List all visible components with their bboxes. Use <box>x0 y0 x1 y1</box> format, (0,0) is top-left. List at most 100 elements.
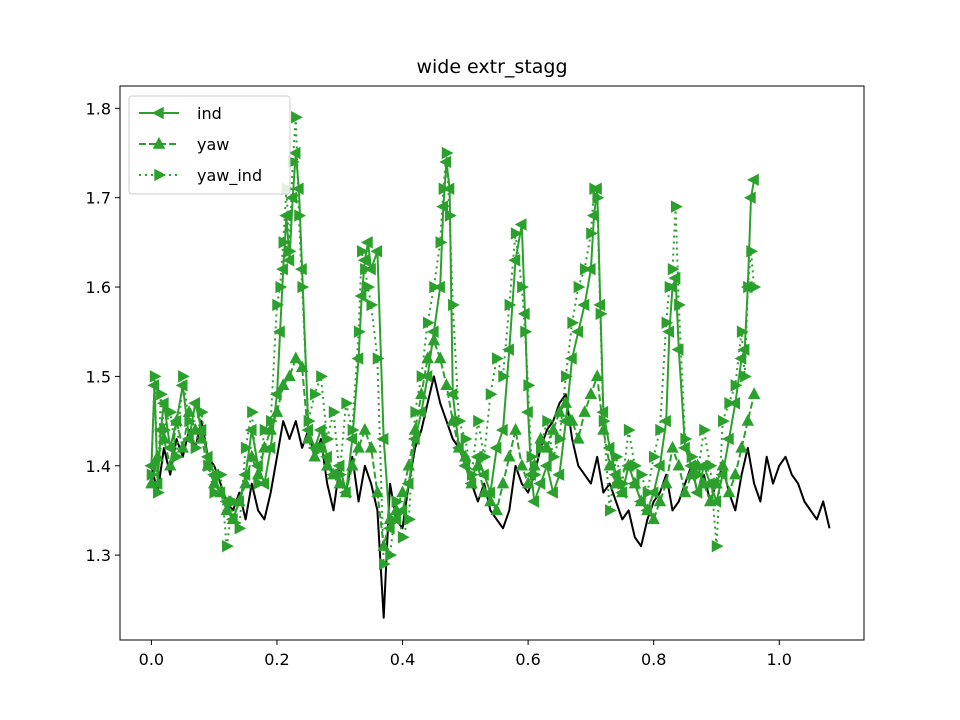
data-point-ind <box>508 254 521 267</box>
data-point-yaw_ind <box>196 405 209 419</box>
data-point-yaw <box>678 485 692 498</box>
data-point-yaw <box>729 467 742 480</box>
data-point-yaw_ind <box>435 236 448 249</box>
plot-area <box>144 111 831 619</box>
data-point-yaw_ind <box>749 280 762 294</box>
data-point-yaw_ind <box>275 280 288 294</box>
data-point-yaw <box>408 422 422 435</box>
data-point-yaw <box>383 512 397 525</box>
data-point-ind <box>577 298 590 312</box>
data-point-yaw_ind <box>165 405 178 419</box>
data-point-yaw_ind <box>504 298 517 312</box>
data-point-yaw_ind <box>705 459 718 472</box>
data-point-yaw <box>546 422 560 435</box>
data-point-yaw <box>402 458 416 471</box>
data-point-ind <box>662 325 675 338</box>
data-point-yaw_ind <box>498 370 511 383</box>
data-point-yaw <box>647 512 660 525</box>
data-point-yaw_ind <box>686 450 699 464</box>
y-axis: 1.3 1.4 1.5 1.6 1.7 1.8 <box>86 99 120 565</box>
data-point-yaw_ind <box>149 370 162 383</box>
data-point-ind <box>552 468 565 481</box>
legend-marker <box>152 136 166 149</box>
data-point-yaw_ind <box>623 423 636 437</box>
data-point-ind <box>652 459 665 472</box>
data-point-yaw_ind <box>278 236 291 249</box>
data-point-yaw_ind <box>385 548 398 562</box>
data-point-ind <box>668 271 681 285</box>
data-point-ind <box>671 343 684 356</box>
data-point-yaw_ind <box>535 441 548 455</box>
data-point-yaw_ind <box>730 379 743 392</box>
data-point-yaw <box>358 422 372 435</box>
data-point-yaw <box>295 360 309 373</box>
data-point-yaw <box>182 405 196 417</box>
data-point-yaw_ind <box>416 370 429 383</box>
data-point-yaw <box>471 458 485 471</box>
data-point-yaw_ind <box>391 495 404 508</box>
data-point-yaw_ind <box>542 414 555 428</box>
data-point-yaw <box>710 476 723 489</box>
data-point-yaw <box>377 539 390 551</box>
data-point-yaw_ind <box>670 200 683 213</box>
data-point-yaw_ind <box>561 370 573 383</box>
x-tick-label: 0.4 <box>390 650 415 669</box>
data-point-ind <box>602 441 615 455</box>
data-point-yaw <box>697 476 711 489</box>
data-point-yaw_ind <box>636 468 649 481</box>
data-point-ind <box>395 504 408 517</box>
data-point-yaw <box>302 431 315 444</box>
data-point-yaw <box>364 440 378 453</box>
legend: ind yaw yaw_ind <box>128 95 291 195</box>
data-point-yaw_ind <box>309 388 322 401</box>
data-point-yaw_ind <box>363 280 376 294</box>
data-point-yaw <box>616 485 629 498</box>
data-point-yaw_ind <box>353 325 366 338</box>
data-point-yaw_ind <box>422 316 435 330</box>
data-point-yaw <box>747 387 761 399</box>
data-point-yaw_ind <box>473 414 485 428</box>
data-point-yaw_ind <box>598 414 611 428</box>
legend-box <box>128 95 291 195</box>
data-point-ind <box>533 477 546 490</box>
data-point-ind <box>181 432 194 446</box>
data-point-ind <box>571 325 584 338</box>
data-point-yaw <box>440 378 453 391</box>
data-point-yaw <box>603 458 616 471</box>
data-point-yaw_ind <box>294 209 307 222</box>
data-point-ind <box>276 262 288 276</box>
data-point-yaw <box>672 458 686 471</box>
data-point-yaw_ind <box>567 316 580 330</box>
data-point-ind <box>690 486 703 499</box>
data-point-yaw <box>653 494 667 507</box>
data-point-yaw_ind <box>680 432 693 446</box>
data-point-yaw_ind <box>156 388 168 401</box>
data-point-ind <box>288 146 301 160</box>
data-point-yaw_ind <box>341 396 354 410</box>
data-point-yaw <box>170 414 183 426</box>
data-point-yaw <box>421 351 434 364</box>
data-point-yaw <box>339 485 353 498</box>
data-point-yaw <box>477 485 491 498</box>
data-point-yaw_ind <box>724 396 737 410</box>
data-point-yaw_ind <box>247 405 259 419</box>
data-point-yaw <box>396 485 409 498</box>
data-point-yaw <box>641 503 654 516</box>
y-tick-label: 1.4 <box>86 457 111 476</box>
data-point-yaw <box>572 431 585 444</box>
data-point-yaw_ind <box>297 280 310 294</box>
data-point-ind <box>345 432 358 446</box>
data-point-ind <box>144 459 157 472</box>
data-point-yaw_ind <box>523 379 536 392</box>
data-point-yaw <box>239 476 252 489</box>
data-point-ind <box>320 450 332 464</box>
data-point-yaw <box>346 458 359 471</box>
data-point-yaw_ind <box>573 280 586 294</box>
data-point-yaw <box>521 476 535 489</box>
data-point-ind <box>436 200 449 213</box>
data-point-yaw_ind <box>595 307 608 321</box>
data-point-yaw_ind <box>215 468 228 481</box>
data-point-ind <box>477 468 489 481</box>
data-point-yaw_ind <box>328 405 341 419</box>
data-point-yaw_ind <box>746 245 759 258</box>
